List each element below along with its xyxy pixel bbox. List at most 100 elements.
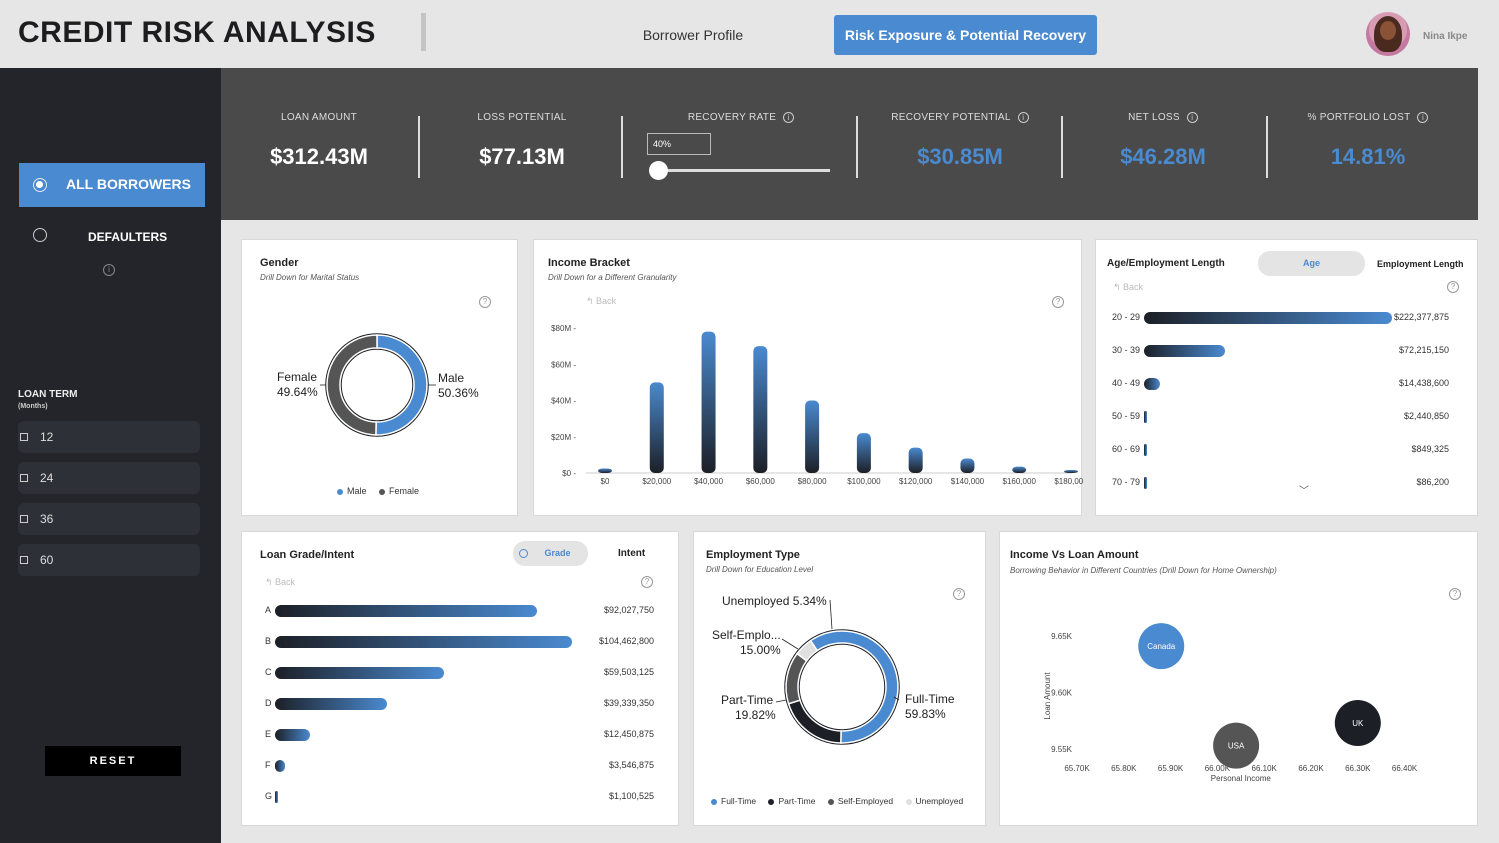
back-button[interactable]: ↰ Back	[1113, 282, 1143, 293]
loan-term-36[interactable]: 36	[18, 503, 200, 535]
help-icon[interactable]: ?	[479, 296, 491, 308]
loan-term-12[interactable]: 12	[18, 421, 200, 453]
kpi-divider	[621, 116, 623, 178]
income-bar[interactable]	[649, 382, 664, 473]
x-tick-label: $180,000	[1054, 477, 1083, 486]
toggle-employment-length[interactable]: Employment Length	[1377, 259, 1464, 269]
income-loan-scatter-chart: 9.55K 9.60K 9.65K 65.70K 65.80K 65.90K 66.00K 6…	[1043, 623, 1418, 783]
income-bar[interactable]	[1012, 466, 1027, 473]
help-icon[interactable]: ?	[953, 588, 965, 600]
info-icon[interactable]: i	[1186, 112, 1198, 123]
full-time-label: Full-Time	[905, 692, 955, 706]
legend-label: Male	[347, 486, 367, 496]
bar[interactable]	[1144, 477, 1147, 489]
bar[interactable]	[275, 791, 279, 803]
bar[interactable]	[1144, 345, 1225, 357]
recovery-rate-input[interactable]: 40%	[647, 133, 711, 155]
help-icon[interactable]: ?	[1449, 588, 1461, 600]
income-bar[interactable]	[753, 346, 768, 473]
filter-all-borrowers[interactable]: ALL BORROWERS	[19, 163, 205, 207]
bar[interactable]	[275, 667, 445, 679]
bar-label: F	[265, 760, 271, 770]
gender-card: Gender Drill Down for Marital Status ? F…	[241, 239, 518, 516]
filter-label: DEFAULTERS	[88, 230, 168, 244]
loan-term-24[interactable]: 24	[18, 462, 200, 494]
employment-donut-chart: Unemployed 5.34% Self-Emplo... 15.00% Pa…	[712, 594, 955, 745]
loan-grade-card: Loan Grade/Intent Grade Intent ↰ Back ? …	[241, 531, 679, 826]
y-tick-label: $20M -	[551, 433, 576, 442]
chevron-down-icon[interactable]: ﹀	[1299, 486, 1309, 497]
bar[interactable]	[275, 605, 537, 617]
bar[interactable]	[275, 636, 572, 648]
bubble-usa[interactable]	[1213, 722, 1260, 769]
bar-value: $39,339,350	[603, 698, 654, 708]
bubble-label: Canada	[1147, 642, 1176, 651]
card-title: Age/Employment Length	[1107, 258, 1225, 269]
legend-dot-part-time	[768, 798, 775, 805]
info-icon[interactable]: i	[1417, 112, 1429, 123]
bar-value: $59,503,125	[603, 667, 654, 677]
back-button[interactable]: ↰ Back	[265, 577, 295, 588]
x-tick-label: $20,000	[642, 477, 671, 486]
toggle-age[interactable]: Age	[1258, 251, 1365, 276]
bubble-uk[interactable]	[1334, 700, 1381, 747]
loan-term-60[interactable]: 60	[18, 544, 200, 576]
help-icon[interactable]: ?	[1052, 296, 1064, 308]
part-time-pct: 19.82%	[735, 708, 776, 722]
bar[interactable]	[275, 760, 286, 772]
income-bracket-card: Income Bracket Drill Down for a Differen…	[533, 239, 1083, 516]
card-subtitle: Borrowing Behavior in Different Countrie…	[1010, 566, 1277, 575]
bar-label: C	[265, 667, 272, 677]
bar[interactable]	[275, 729, 311, 741]
bar-value: $3,546,875	[608, 760, 654, 770]
back-arrow-icon: ↰	[265, 577, 276, 587]
x-tick-label: $40,000	[694, 477, 723, 486]
income-bar[interactable]	[701, 331, 716, 473]
bar-value: $72,215,150	[1398, 345, 1449, 355]
bar[interactable]	[1144, 411, 1147, 423]
info-icon[interactable]: i	[1017, 112, 1029, 123]
help-icon[interactable]: ?	[641, 576, 653, 588]
bar[interactable]	[1144, 378, 1161, 390]
age-employment-card: Age/Employment Length Age Employment Len…	[1095, 239, 1478, 516]
x-tick-label: $80,000	[798, 477, 827, 486]
recovery-rate-slider-track[interactable]	[658, 169, 830, 172]
back-button[interactable]: ↰ Back	[586, 296, 616, 307]
bar[interactable]	[1144, 444, 1147, 456]
income-bar[interactable]	[960, 458, 975, 474]
avatar	[1366, 12, 1410, 56]
bar[interactable]	[1144, 312, 1392, 324]
checkbox-icon	[20, 433, 28, 441]
tab-borrower-profile[interactable]: Borrower Profile	[642, 27, 744, 43]
info-icon[interactable]: i	[103, 264, 115, 276]
bubble-canada[interactable]	[1138, 623, 1185, 670]
toggle-label: Grade	[544, 548, 571, 558]
bar-label: A	[265, 605, 272, 615]
slice-self-employed[interactable]	[785, 652, 808, 705]
toggle-grade[interactable]: Grade	[513, 541, 588, 566]
kpi-divider	[1061, 116, 1063, 178]
filter-defaulters[interactable]: DEFAULTERS	[19, 214, 205, 258]
toggle-intent[interactable]: Intent	[618, 548, 646, 559]
slice-unemployed[interactable]	[795, 639, 819, 662]
income-bar[interactable]	[1064, 470, 1078, 473]
bar[interactable]	[275, 698, 387, 710]
x-tick-label: 66.20K	[1298, 764, 1324, 773]
income-bar[interactable]	[598, 468, 612, 473]
bar-value: $12,450,875	[603, 729, 654, 739]
bar-label: 50 - 59	[1112, 411, 1141, 421]
reset-button[interactable]: RESET	[45, 746, 181, 776]
info-icon[interactable]: i	[783, 112, 795, 123]
income-bar[interactable]	[856, 433, 871, 473]
income-bar[interactable]	[908, 447, 923, 473]
x-tick-label: 66.40K	[1392, 764, 1418, 773]
tab-risk-exposure[interactable]: Risk Exposure & Potential Recovery	[834, 15, 1097, 55]
slice-female[interactable]	[326, 334, 378, 436]
income-bar[interactable]	[805, 400, 820, 474]
legend-dot-full-time	[711, 798, 717, 805]
x-tick-label: $100,000	[847, 477, 881, 486]
gender-legend: Male Female	[337, 486, 419, 496]
income-bar-chart: $0 - $20M - $40M - $60M - $80M - $0 $20,000 $40…	[551, 324, 1083, 486]
recovery-rate-slider-handle[interactable]	[649, 161, 668, 180]
help-icon[interactable]: ?	[1447, 281, 1459, 293]
